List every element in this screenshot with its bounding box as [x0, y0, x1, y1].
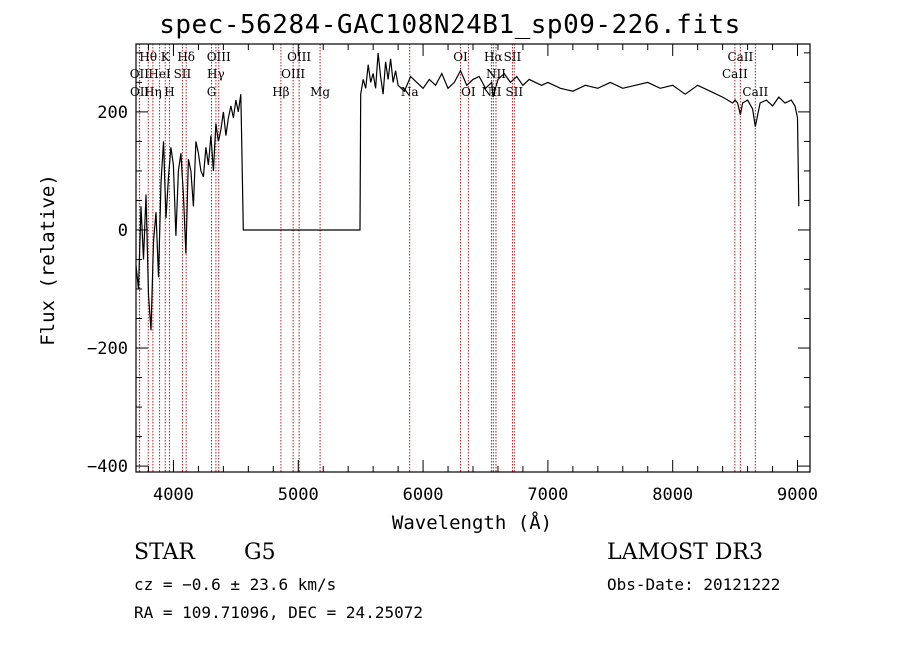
line-label-23: OI: [461, 85, 476, 99]
coordinates: RA = 109.71096, DEC = 24.25072: [134, 603, 423, 622]
line-label-12: Hγ: [207, 67, 225, 81]
line-label-6: Hα: [484, 50, 503, 64]
line-label-25: SII: [505, 85, 523, 99]
spectrum-series-line: [135, 52, 800, 331]
line-label-5: OI: [453, 50, 468, 64]
x-tick-label: 9000: [777, 485, 818, 505]
object-subclass: G5: [244, 540, 276, 565]
y-tick-label: 200: [97, 103, 128, 123]
y-axis-label: Flux (relative): [37, 174, 59, 346]
line-label-16: OII: [130, 85, 150, 99]
line-label-8: CaII: [727, 50, 753, 64]
survey-release: LAMOST DR3: [607, 540, 763, 565]
line-label-24: NII: [481, 85, 501, 99]
line-label-17: Hη: [144, 85, 162, 99]
line-label-2: Hδ: [177, 50, 195, 64]
x-axis-label: Wavelength (Å): [392, 511, 552, 534]
object-class: STAR: [134, 540, 195, 565]
redshift-velocity: cz = −0.6 ± 23.6 km/s: [134, 575, 337, 594]
line-label-20: Hβ: [272, 85, 289, 99]
line-label-13: OIII: [281, 67, 305, 81]
line-label-18: H: [164, 85, 174, 99]
axis-tick-labels: 4000 5000 6000 7000 8000 9000 −400 −200 0 200: [87, 103, 818, 505]
x-tick-label: 4000: [153, 485, 194, 505]
line-label-22: Na: [401, 85, 419, 99]
axis-ticks: [136, 44, 810, 472]
line-label-11: SII: [174, 67, 192, 81]
line-label-0: Hθ: [139, 50, 157, 64]
y-tick-label: 0: [118, 221, 128, 241]
line-label-3: OIII: [207, 50, 231, 64]
y-tick-label: −400: [87, 457, 128, 477]
line-label-1: K: [161, 50, 171, 64]
chart-title: spec-56284-GAC108N24B1_sp09-226.fits: [159, 10, 741, 40]
x-tick-label: 7000: [527, 485, 568, 505]
line-label-7: SII: [504, 50, 522, 64]
x-tick-label: 6000: [403, 485, 444, 505]
line-label-4: OIII: [287, 50, 311, 64]
line-label-10: HeI: [148, 67, 171, 81]
line-label-19: G: [207, 85, 217, 99]
y-tick-label: −200: [87, 339, 128, 359]
line-label-21: Mg: [310, 85, 330, 99]
x-tick-label: 5000: [278, 485, 319, 505]
line-label-14: NII: [486, 67, 506, 81]
line-label-9: OII: [130, 67, 150, 81]
x-tick-label: 8000: [652, 485, 693, 505]
line-label-26: CaII: [742, 85, 768, 99]
observation-date: Obs-Date: 20121222: [607, 575, 781, 594]
line-label-15: CaII: [722, 67, 748, 81]
